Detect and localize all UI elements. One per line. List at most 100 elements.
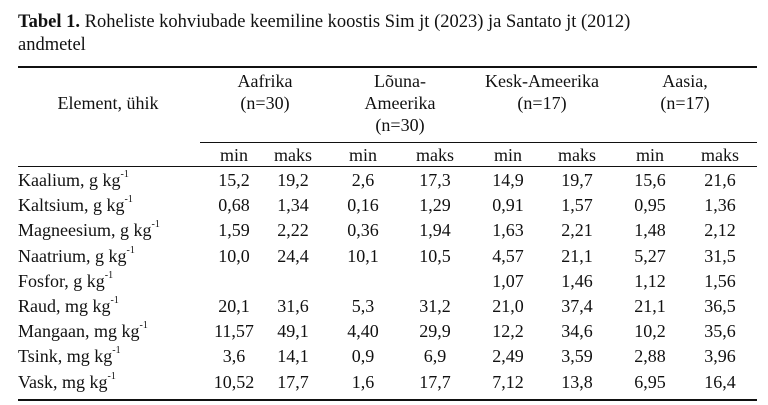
table-cell: 10,1 (347, 245, 379, 266)
row-label-exponent: -1 (104, 269, 114, 281)
table-cell: 1,36 (704, 195, 736, 216)
row-label-exponent: -1 (139, 320, 148, 332)
table-cell: 31,5 (704, 245, 736, 266)
row-label: Naatrium, g kg-1 (18, 245, 198, 267)
row-label: Tsink, mg kg-1 (18, 345, 198, 367)
subheader-min: min (493, 145, 522, 165)
row-header: Element, ühik (57, 93, 159, 113)
group-header-line: (n=17) (517, 93, 567, 113)
table-cell: 0,68 (218, 195, 250, 216)
group-header-line: Aafrika (237, 71, 293, 91)
group-header-aasia: Aasia, (n=17) (620, 70, 750, 114)
table-cell: 12,2 (492, 321, 524, 342)
table-cell: 29,9 (419, 321, 451, 342)
table-cell: 7,12 (492, 371, 524, 392)
table-cell: 15,6 (634, 170, 666, 190)
table-cell: 2,22 (277, 220, 309, 241)
table-cell: 3,6 (222, 346, 246, 367)
table-cell: 35,6 (704, 321, 736, 342)
row-label-exponent: -1 (110, 295, 119, 306)
table-cell: 1,29 (419, 195, 451, 216)
subheader-min: min (219, 145, 248, 165)
table-cell: 0,95 (634, 195, 666, 216)
table-cell: 16,4 (704, 371, 736, 392)
row-label-exponent: -1 (112, 345, 121, 357)
row-label-exponent: -1 (120, 169, 129, 180)
row-label: Raud, mg kg-1 (18, 295, 198, 317)
table-cell: 19,2 (277, 170, 309, 190)
table-cell: 1,6 (351, 371, 375, 392)
table-caption-text-cont: andmetel (18, 35, 86, 55)
row-label-exponent: -1 (151, 219, 160, 231)
row-label-text: Mangaan, mg kg (18, 321, 140, 342)
subheader-min: min (348, 145, 377, 165)
table-cell: 1,56 (704, 270, 736, 291)
table-cell: 21,1 (634, 296, 666, 316)
row-label-exponent: -1 (124, 194, 133, 206)
table-cell: 17,3 (419, 170, 451, 190)
group-header-line: (n=30) (375, 115, 425, 135)
table-cell: 3,96 (704, 346, 736, 367)
table-cell: 37,4 (561, 296, 593, 316)
table-cell: 2,49 (492, 346, 524, 367)
table-cell: 6,9 (423, 346, 447, 367)
row-label-text: Kaltsium, g kg (18, 195, 125, 216)
table-cell: 1,63 (492, 220, 524, 241)
row-label: Vask, mg kg-1 (18, 371, 198, 393)
row-label-text: Magneesium, g kg (18, 220, 152, 241)
group-header-louna-ameerika: Lõuna- Ameerika (n=30) (335, 70, 465, 136)
table-caption-label: Tabel 1. (18, 12, 81, 32)
table-cell: 2,6 (351, 170, 375, 190)
row-label: Fosfor, g kg-1 (18, 270, 198, 292)
group-header-line: Ameerika (364, 93, 436, 113)
subheader-rule (200, 142, 757, 143)
row-label: Mangaan, mg kg-1 (18, 320, 198, 342)
table-cell: 1,57 (561, 195, 593, 216)
table-cell: 6,95 (634, 371, 666, 392)
subheader-max: maks (558, 145, 596, 165)
table-cell: 19,7 (561, 170, 593, 190)
header-bottom-rule (18, 166, 757, 167)
table-cell: 2,21 (561, 220, 593, 241)
table-cell: 21,1 (561, 245, 593, 266)
table-cell: 13,8 (561, 371, 593, 392)
row-label-text: Naatrium, g kg (18, 245, 127, 266)
table-cell: 10,5 (419, 245, 451, 266)
table-cell: 3,59 (561, 346, 593, 367)
row-label: Kaltsium, g kg-1 (18, 194, 198, 216)
table-top-rule (18, 66, 757, 68)
table-caption-text: Roheliste kohviubade keemiline koostis S… (80, 12, 631, 32)
table-cell: 4,57 (492, 245, 524, 266)
table-cell: 31,2 (419, 296, 451, 316)
table-cell: 49,1 (277, 321, 309, 342)
row-label-text: Raud, mg kg (18, 296, 111, 316)
group-header-line: Kesk-Ameerika (485, 71, 599, 91)
row-label-text: Vask, mg kg (18, 371, 108, 392)
table-cell: 0,36 (347, 220, 379, 241)
table-cell: 31,6 (277, 296, 309, 316)
group-header-line: Aasia, (662, 71, 708, 91)
table-cell: 36,5 (704, 296, 736, 316)
table-cell: 14,9 (492, 170, 524, 190)
table-cell: 17,7 (419, 371, 451, 392)
table-cell: 1,59 (218, 220, 250, 241)
subheader-min: min (635, 145, 664, 165)
table-cell: 1,48 (634, 220, 666, 241)
row-label-exponent: -1 (107, 370, 116, 382)
subheader-max: maks (701, 145, 739, 165)
table-cell: 20,1 (218, 296, 250, 316)
table-cell: 15,2 (218, 170, 250, 190)
table-cell: 14,1 (277, 346, 309, 367)
group-header-line: Lõuna- (374, 71, 426, 91)
row-label-exponent: -1 (126, 244, 135, 256)
table-cell: 17,7 (277, 371, 309, 392)
table-cell: 24,4 (277, 245, 309, 266)
row-label: Kaalium, g kg-1 (18, 169, 198, 191)
table-cell: 4,40 (347, 321, 379, 342)
table-cell: 11,57 (214, 321, 254, 342)
group-header-line: (n=30) (240, 93, 290, 113)
row-label-text: Tsink, mg kg (18, 346, 113, 367)
table-cell: 10,2 (634, 321, 666, 342)
table-cell: 1,07 (492, 270, 524, 291)
row-label-text: Kaalium, g kg (18, 170, 121, 190)
